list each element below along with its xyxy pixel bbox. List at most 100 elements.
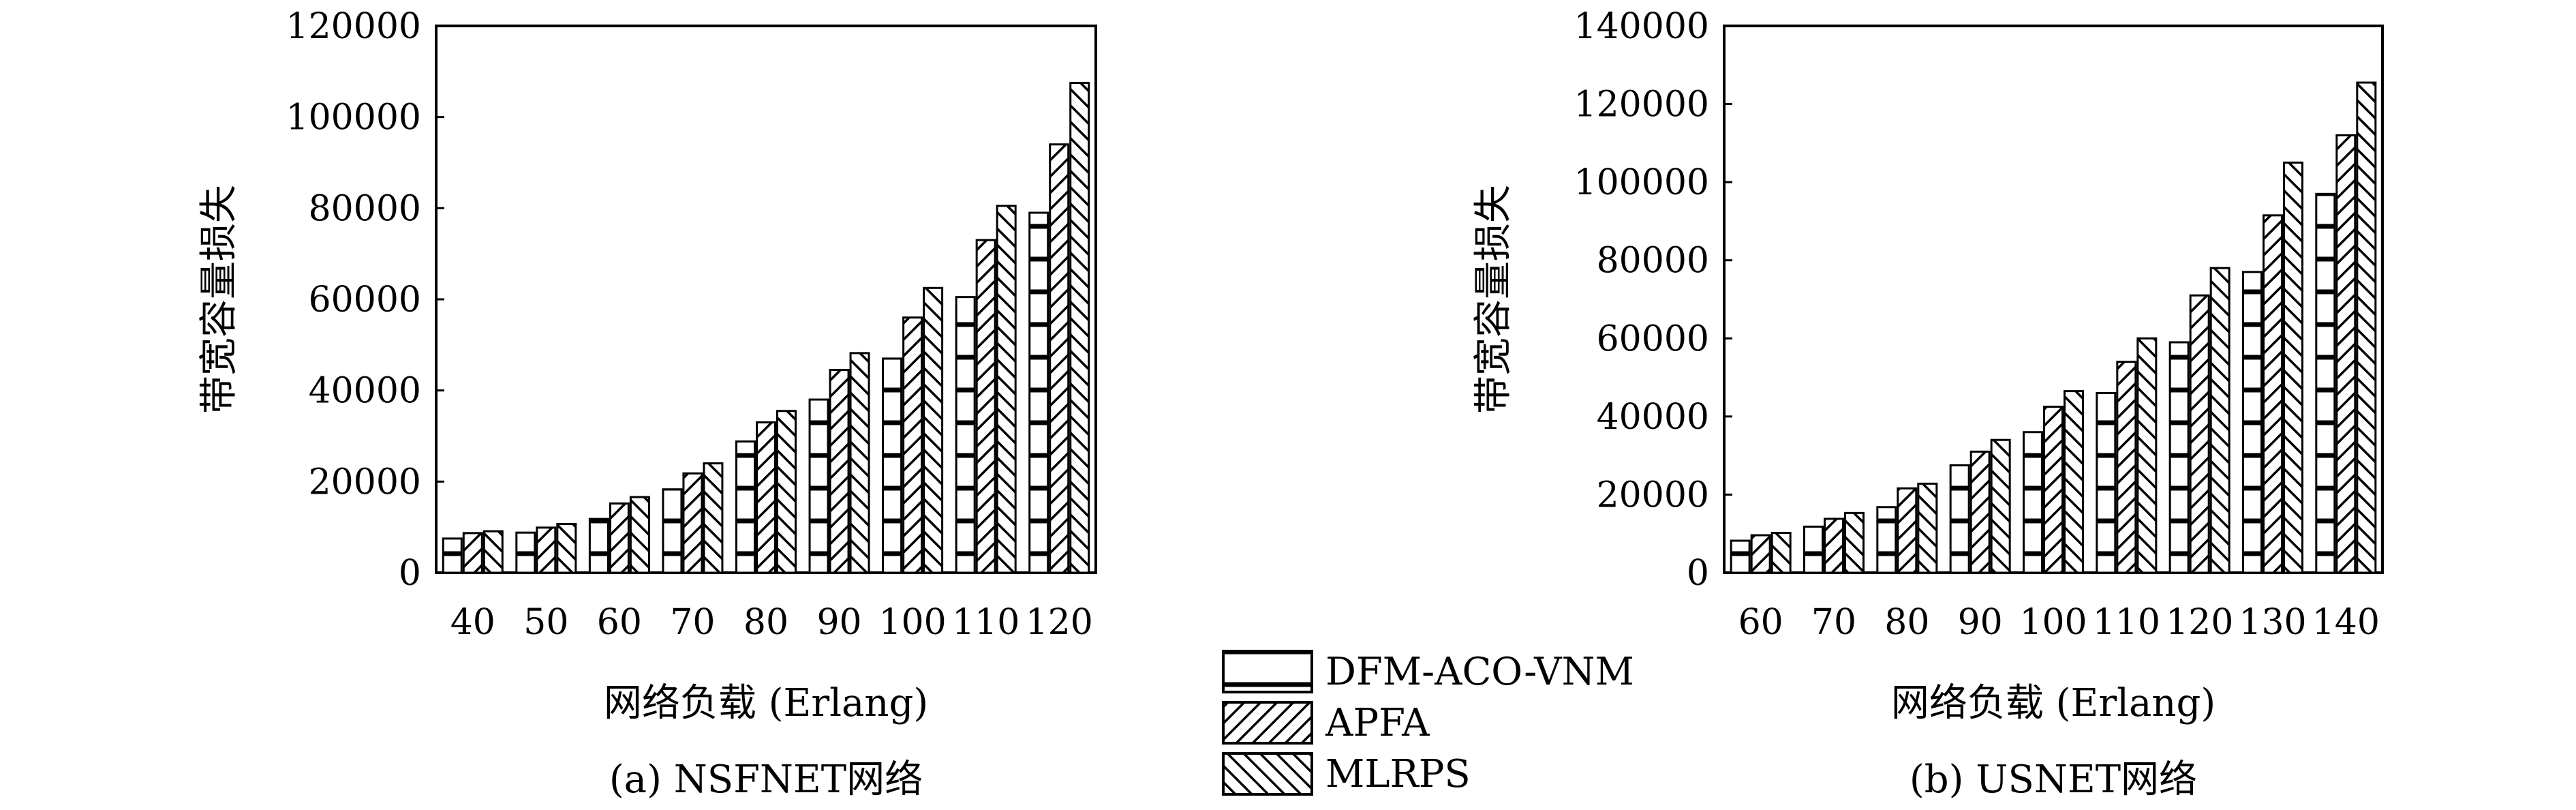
bar-mlrps-40 [482, 530, 504, 574]
x-tick-label: 120 [1026, 602, 1093, 643]
bar-dfm-aco-vnm-90 [1949, 464, 1970, 574]
x-axis-label: 网络负载 (Erlang) [1891, 681, 2215, 725]
bar-apfa-60 [1750, 534, 1771, 574]
y-tick-label: 60000 [1597, 318, 1709, 359]
bar-dfm-aco-vnm-60 [588, 518, 609, 574]
x-tick-label: 140 [2312, 602, 2380, 643]
bars [442, 82, 1090, 574]
y-tick-label: 40000 [1597, 397, 1709, 438]
bar-apfa-140 [2335, 134, 2357, 574]
y-axis-ticks: 0 20000 40000 60000 80000 100000 120000 [286, 6, 444, 594]
y-tick-label: 0 [1687, 553, 1709, 594]
bar-dfm-aco-vnm-60 [1730, 539, 1751, 574]
bar-dfm-aco-vnm-120 [1028, 211, 1049, 574]
legend-label-apfa: APFA [1325, 701, 1430, 745]
bar-mlrps-50 [556, 522, 577, 574]
bar-mlrps-120 [2209, 267, 2230, 574]
y-tick-label: 100000 [286, 97, 421, 138]
y-tick-label: 80000 [1597, 241, 1709, 282]
y-tick-label: 120000 [1574, 85, 1709, 125]
x-tick-label: 110 [2093, 602, 2160, 643]
y-axis-ticks: 0 20000 40000 60000 80000 100000 120000 140000 [1574, 6, 1732, 594]
panel-caption: (b) USNET网络 [1910, 758, 2197, 802]
bar-apfa-100 [902, 316, 923, 574]
bar-apfa-60 [609, 502, 630, 574]
bar-apfa-100 [2043, 406, 2064, 574]
bar-mlrps-90 [849, 352, 870, 574]
bar-mlrps-100 [923, 286, 944, 574]
bar-apfa-50 [536, 526, 557, 574]
y-tick-label: 60000 [309, 280, 421, 320]
bars [1730, 81, 2377, 574]
bar-apfa-80 [756, 421, 776, 574]
bar-dfm-aco-vnm-80 [1876, 506, 1897, 574]
y-tick-label: 100000 [1574, 162, 1709, 203]
bar-apfa-70 [1824, 518, 1844, 574]
bar-mlrps-80 [1917, 482, 1938, 574]
bar-dfm-aco-vnm-140 [2315, 192, 2336, 574]
x-tick-label: 60 [1738, 602, 1783, 643]
bar-mlrps-110 [2136, 337, 2158, 574]
bar-apfa-110 [2116, 361, 2137, 574]
bar-dfm-aco-vnm-70 [1803, 525, 1824, 574]
bar-dfm-aco-vnm-110 [955, 296, 976, 574]
bar-dfm-aco-vnm-110 [2096, 391, 2117, 574]
x-tick-label: 130 [2239, 602, 2306, 643]
bar-dfm-aco-vnm-70 [662, 488, 683, 574]
bar-dfm-aco-vnm-100 [2023, 431, 2043, 574]
bar-apfa-120 [2189, 294, 2210, 574]
bar-mlrps-80 [776, 410, 797, 574]
bar-mlrps-100 [2064, 390, 2084, 574]
legend-swatch-dfm-aco-vnm [1222, 650, 1313, 693]
bar-apfa-90 [1969, 450, 1991, 574]
x-tick-label: 90 [1958, 602, 2003, 643]
y-tick-label: 0 [399, 553, 421, 594]
bar-dfm-aco-vnm-90 [808, 398, 829, 574]
bar-dfm-aco-vnm-80 [735, 440, 756, 574]
x-tick-label: 60 [597, 602, 642, 643]
bar-dfm-aco-vnm-100 [882, 357, 903, 574]
x-tick-label: 80 [743, 602, 788, 643]
bar-mlrps-70 [1844, 511, 1865, 574]
x-tick-label: 70 [670, 602, 715, 643]
bar-apfa-40 [462, 532, 483, 574]
bar-apfa-130 [2263, 214, 2283, 574]
x-axis-ticks: 40 50 60 70 80 90 100 110 120 [450, 602, 1093, 643]
y-tick-label: 20000 [309, 462, 421, 502]
x-tick-label: 80 [1884, 602, 1929, 643]
bar-mlrps-70 [703, 462, 724, 574]
legend-swatch-apfa [1222, 701, 1313, 745]
y-axis-label: 带宽容量损失 [197, 185, 241, 414]
y-axis-label: 带宽容量损失 [1471, 185, 1516, 414]
y-tick-label: 40000 [309, 371, 421, 412]
bar-apfa-110 [975, 239, 996, 574]
y-tick-label: 20000 [1597, 475, 1709, 515]
bar-dfm-aco-vnm-40 [442, 537, 463, 574]
bar-dfm-aco-vnm-120 [2168, 341, 2190, 574]
panel-caption: (a) NSFNET网络 [609, 758, 923, 802]
x-tick-label: 120 [2166, 602, 2233, 643]
x-tick-label: 50 [523, 602, 568, 643]
y-tick-label: 80000 [309, 188, 421, 229]
bar-mlrps-60 [629, 496, 650, 574]
legend-label-mlrps: MLRPS [1325, 752, 1471, 796]
bar-mlrps-120 [1069, 82, 1090, 574]
bar-mlrps-110 [996, 205, 1017, 574]
x-axis-label: 网络负载 (Erlang) [604, 681, 928, 725]
bar-apfa-120 [1049, 143, 1070, 574]
bar-apfa-90 [829, 369, 850, 574]
y-tick-label: 140000 [1574, 6, 1709, 47]
legend: DFM-ACO-VNM APFA MLRPS [1222, 650, 1634, 796]
bar-mlrps-60 [1770, 532, 1792, 574]
x-tick-label: 70 [1811, 602, 1856, 643]
x-axis-ticks: 60 70 80 90 100 110 120 130 140 [1738, 602, 2380, 643]
bar-mlrps-90 [1990, 438, 2011, 574]
legend-swatch-mlrps [1222, 752, 1313, 796]
bar-dfm-aco-vnm-50 [515, 531, 536, 574]
x-tick-label: 110 [952, 602, 1019, 643]
bar-mlrps-130 [2283, 162, 2303, 574]
bar-apfa-80 [1897, 487, 1918, 574]
chart-panel-usnet: 020000400006000080000100000120000140000 … [1471, 6, 2384, 802]
y-tick-label: 120000 [286, 6, 421, 47]
